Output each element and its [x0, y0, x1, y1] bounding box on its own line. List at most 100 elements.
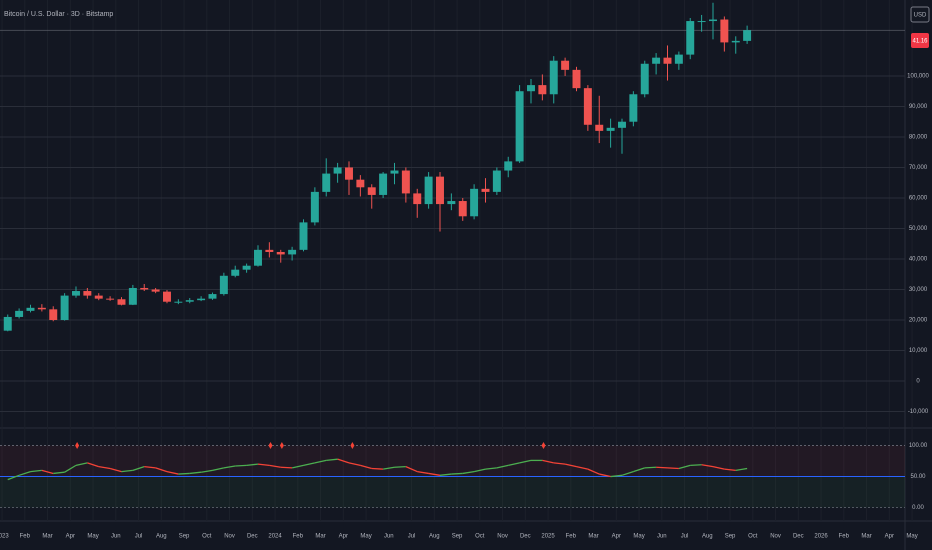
oscillator-segment	[223, 465, 236, 469]
candle-body	[128, 287, 137, 305]
y-tick-label: 0	[916, 379, 920, 385]
candle-body	[629, 94, 638, 122]
candle-body	[15, 310, 24, 317]
oscillator-segment	[189, 471, 202, 475]
oscillator-segment	[75, 462, 88, 467]
candle-body	[458, 201, 467, 217]
y-tick-label: 30,000	[909, 287, 928, 293]
oscillator-segment	[41, 469, 54, 475]
currency[interactable]: USD	[914, 13, 927, 19]
oscillator-segment	[610, 474, 623, 478]
candle-body	[117, 299, 126, 305]
oscillator-segment	[314, 459, 327, 464]
x-tick-label: Jul	[408, 534, 416, 540]
y-tick-label: 70,000	[909, 165, 928, 171]
oscillator-segment	[462, 470, 475, 475]
oscillator-segment	[280, 466, 293, 469]
y-tick-label: 40,000	[909, 257, 928, 263]
x-tick-label: Dec	[247, 534, 258, 540]
candle-body	[106, 298, 115, 300]
candle-body	[3, 316, 12, 331]
candle-body	[595, 124, 604, 131]
candle-body	[481, 188, 490, 192]
x-tick-label: Feb	[293, 534, 304, 540]
candle-body	[288, 249, 297, 255]
candle-body	[197, 298, 206, 301]
candle-body	[674, 54, 683, 64]
x-tick-label: Mar	[588, 534, 598, 540]
y-tick-label: 100.00	[909, 443, 928, 449]
candle-body	[174, 301, 183, 303]
candle-body	[424, 176, 433, 205]
candle-body	[322, 173, 331, 192]
oscillator-segment	[360, 464, 372, 470]
oscillator-segment	[144, 465, 156, 469]
candle-body	[390, 170, 399, 174]
candle-body	[515, 91, 524, 162]
oscillator-segment	[64, 464, 77, 473]
y-tick-label: 50.00	[910, 474, 926, 480]
oscillator-segment	[439, 473, 452, 476]
oscillator-segment	[7, 474, 20, 481]
oscillator-segment	[712, 465, 725, 470]
oscillator-segment	[166, 470, 179, 475]
candle-body	[276, 251, 285, 255]
candle-body	[151, 289, 160, 292]
oscillator-segment	[303, 462, 316, 467]
y-tick-label: 20,000	[909, 318, 928, 324]
x-tick-label: Apr	[339, 534, 348, 540]
oscillator-segment	[201, 469, 213, 473]
oscillator-segment	[667, 467, 679, 470]
oscillator-segment	[53, 471, 65, 475]
oscillator-segment	[701, 464, 714, 468]
candle-body	[731, 40, 740, 43]
signal-marker	[268, 442, 273, 450]
x-tick-label: Apr	[66, 534, 75, 540]
oscillator-segment	[735, 467, 748, 471]
x-tick-label: 2025	[541, 534, 555, 540]
x-tick-label: Dec	[793, 534, 804, 540]
currency-box[interactable]	[910, 6, 930, 23]
x-tick-label: Sep	[452, 534, 463, 540]
candle-body	[583, 88, 592, 125]
oscillator-segment	[576, 465, 589, 470]
oscillator-segment	[553, 462, 566, 465]
oscillator-segment	[178, 472, 190, 475]
candle-body	[413, 193, 422, 205]
oscillator-segment	[235, 464, 247, 467]
oscillator-segment	[496, 464, 509, 469]
candle-body	[492, 170, 501, 192]
y-tick-label: 0.00	[912, 505, 924, 511]
chart-title: Bitcoin / U.S. Dollar · 3D · Bitstamp	[4, 11, 113, 18]
candle-body	[37, 307, 46, 310]
candle-body	[709, 19, 717, 22]
x-tick-label: Jun	[384, 534, 394, 540]
oscillator-segment	[473, 468, 486, 473]
candle-body	[219, 275, 228, 295]
x-tick-label: Nov	[224, 534, 235, 540]
candle-body	[83, 291, 92, 296]
x-tick-label: Oct	[475, 534, 485, 540]
oscillator-segment	[155, 467, 168, 473]
grid	[0, 29, 905, 508]
candle-body	[663, 57, 672, 64]
oscillator-segment	[109, 467, 122, 473]
candle-body	[333, 167, 342, 174]
oscillator-segment	[519, 459, 532, 464]
x-tick-label: Feb	[839, 534, 850, 540]
candle-body	[470, 188, 479, 217]
x-tick-label: Aug	[429, 534, 440, 540]
candle-body	[401, 170, 410, 194]
candle-body	[94, 295, 103, 299]
candle-body	[254, 249, 262, 266]
oscillator-segment	[269, 464, 281, 468]
candle-body	[72, 291, 80, 296]
x-tick-label: Jul	[135, 534, 143, 540]
x-tick-label: Apr	[885, 534, 894, 540]
x-tick-label: Mar	[315, 534, 325, 540]
oscillator-segment	[724, 468, 736, 471]
candle-body	[549, 60, 558, 95]
oscillator-segment	[348, 462, 361, 467]
candle-body	[618, 121, 626, 128]
